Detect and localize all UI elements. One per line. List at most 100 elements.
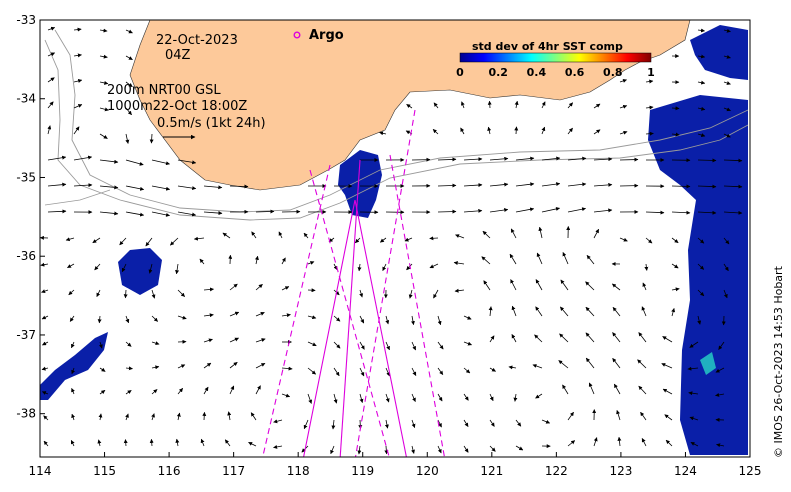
current-vector (229, 184, 249, 189)
scale-label: 0.5m/s (1kt 24h) (157, 116, 266, 131)
current-vector (121, 263, 127, 273)
current-vector (177, 289, 185, 297)
current-vector (489, 182, 509, 187)
lon-tick-label: 118 (287, 464, 310, 478)
current-vector (125, 29, 133, 34)
track-solid-3 (339, 159, 361, 457)
current-vector (229, 283, 238, 291)
track-dashed-3 (354, 109, 416, 457)
current-vector (723, 158, 743, 163)
current-vector (224, 439, 231, 447)
current-vector (723, 81, 731, 85)
current-vector (71, 388, 75, 395)
current-vector (281, 313, 291, 318)
current-vector (203, 211, 223, 216)
current-vector (515, 207, 535, 213)
current-vector (71, 367, 76, 375)
current-vector (65, 237, 75, 242)
current-vector (73, 79, 83, 83)
current-vector (723, 263, 729, 272)
current-vector (307, 367, 317, 375)
depth-label: 200m NRT00 GSL (107, 83, 221, 98)
current-vector (645, 131, 654, 136)
colorbar-tick-label: 0.6 (565, 66, 585, 79)
current-vector (645, 105, 654, 110)
current-vector (69, 315, 75, 322)
current-vector (357, 263, 362, 272)
current-vector (513, 393, 518, 402)
current-vector (99, 28, 108, 33)
current-vector (619, 130, 628, 135)
current-vector (687, 366, 699, 371)
current-vector (385, 367, 390, 377)
current-vector (567, 156, 587, 161)
current-vector (99, 133, 108, 139)
current-vector (689, 341, 699, 348)
current-vector (432, 129, 439, 135)
current-vector (203, 386, 209, 395)
current-vector (281, 366, 293, 371)
current-vector (125, 55, 133, 61)
current-vector (690, 441, 699, 447)
current-vector (359, 367, 365, 377)
current-vector (73, 53, 82, 58)
current-vector (619, 78, 627, 83)
colorbar-title: std dev of 4hr SST comp (472, 40, 623, 53)
current-vector (47, 155, 67, 161)
current-vector (199, 258, 205, 265)
current-vector (281, 286, 290, 291)
current-vector (251, 231, 257, 239)
time-label: 04Z (165, 48, 191, 63)
current-vector (534, 334, 543, 343)
current-vector (125, 389, 132, 395)
lon-tick-label: 123 (609, 464, 632, 478)
land-area (129, 20, 691, 191)
current-vector (514, 100, 519, 109)
current-vectors (40, 26, 743, 455)
current-vector (489, 419, 495, 427)
current-vector (662, 336, 673, 343)
current-vector (716, 443, 725, 448)
current-vector (723, 28, 731, 33)
current-vector (177, 315, 187, 320)
current-vector (541, 101, 546, 109)
current-vector (47, 26, 56, 31)
current-vector (511, 305, 517, 317)
current-vector (619, 104, 628, 109)
current-vector (333, 263, 338, 271)
current-vector (203, 362, 212, 369)
current-vector (47, 125, 52, 135)
current-vector (593, 129, 601, 135)
current-vector (645, 237, 653, 244)
current-vector (99, 389, 106, 395)
current-vector (509, 253, 517, 265)
current-vector (71, 413, 76, 421)
current-vector (559, 306, 569, 317)
current-vector (255, 385, 261, 395)
current-vector (333, 393, 338, 404)
current-vector (151, 365, 160, 370)
current-vector (41, 315, 49, 320)
colorbar-tick-label: 1 (647, 66, 655, 79)
current-vector (437, 341, 444, 350)
current-vector (723, 289, 728, 299)
current-vector (73, 183, 93, 188)
current-vector (723, 237, 730, 245)
argo-label: Argo (309, 28, 344, 43)
current-vector (229, 311, 240, 317)
current-vector (541, 126, 546, 135)
current-vector (665, 439, 673, 447)
lon-tick-label: 119 (351, 464, 374, 478)
current-vector (671, 184, 691, 189)
current-vector (437, 183, 457, 188)
current-vector (535, 393, 543, 399)
current-vector (437, 419, 442, 428)
lat-tick-label: -38 (16, 407, 36, 421)
current-vector (489, 393, 494, 402)
current-vector (515, 156, 535, 161)
lat-tick-label: -35 (16, 170, 36, 184)
current-vector (560, 279, 569, 291)
current-vector (463, 367, 471, 374)
current-vector (227, 411, 232, 421)
current-vector (411, 419, 416, 428)
